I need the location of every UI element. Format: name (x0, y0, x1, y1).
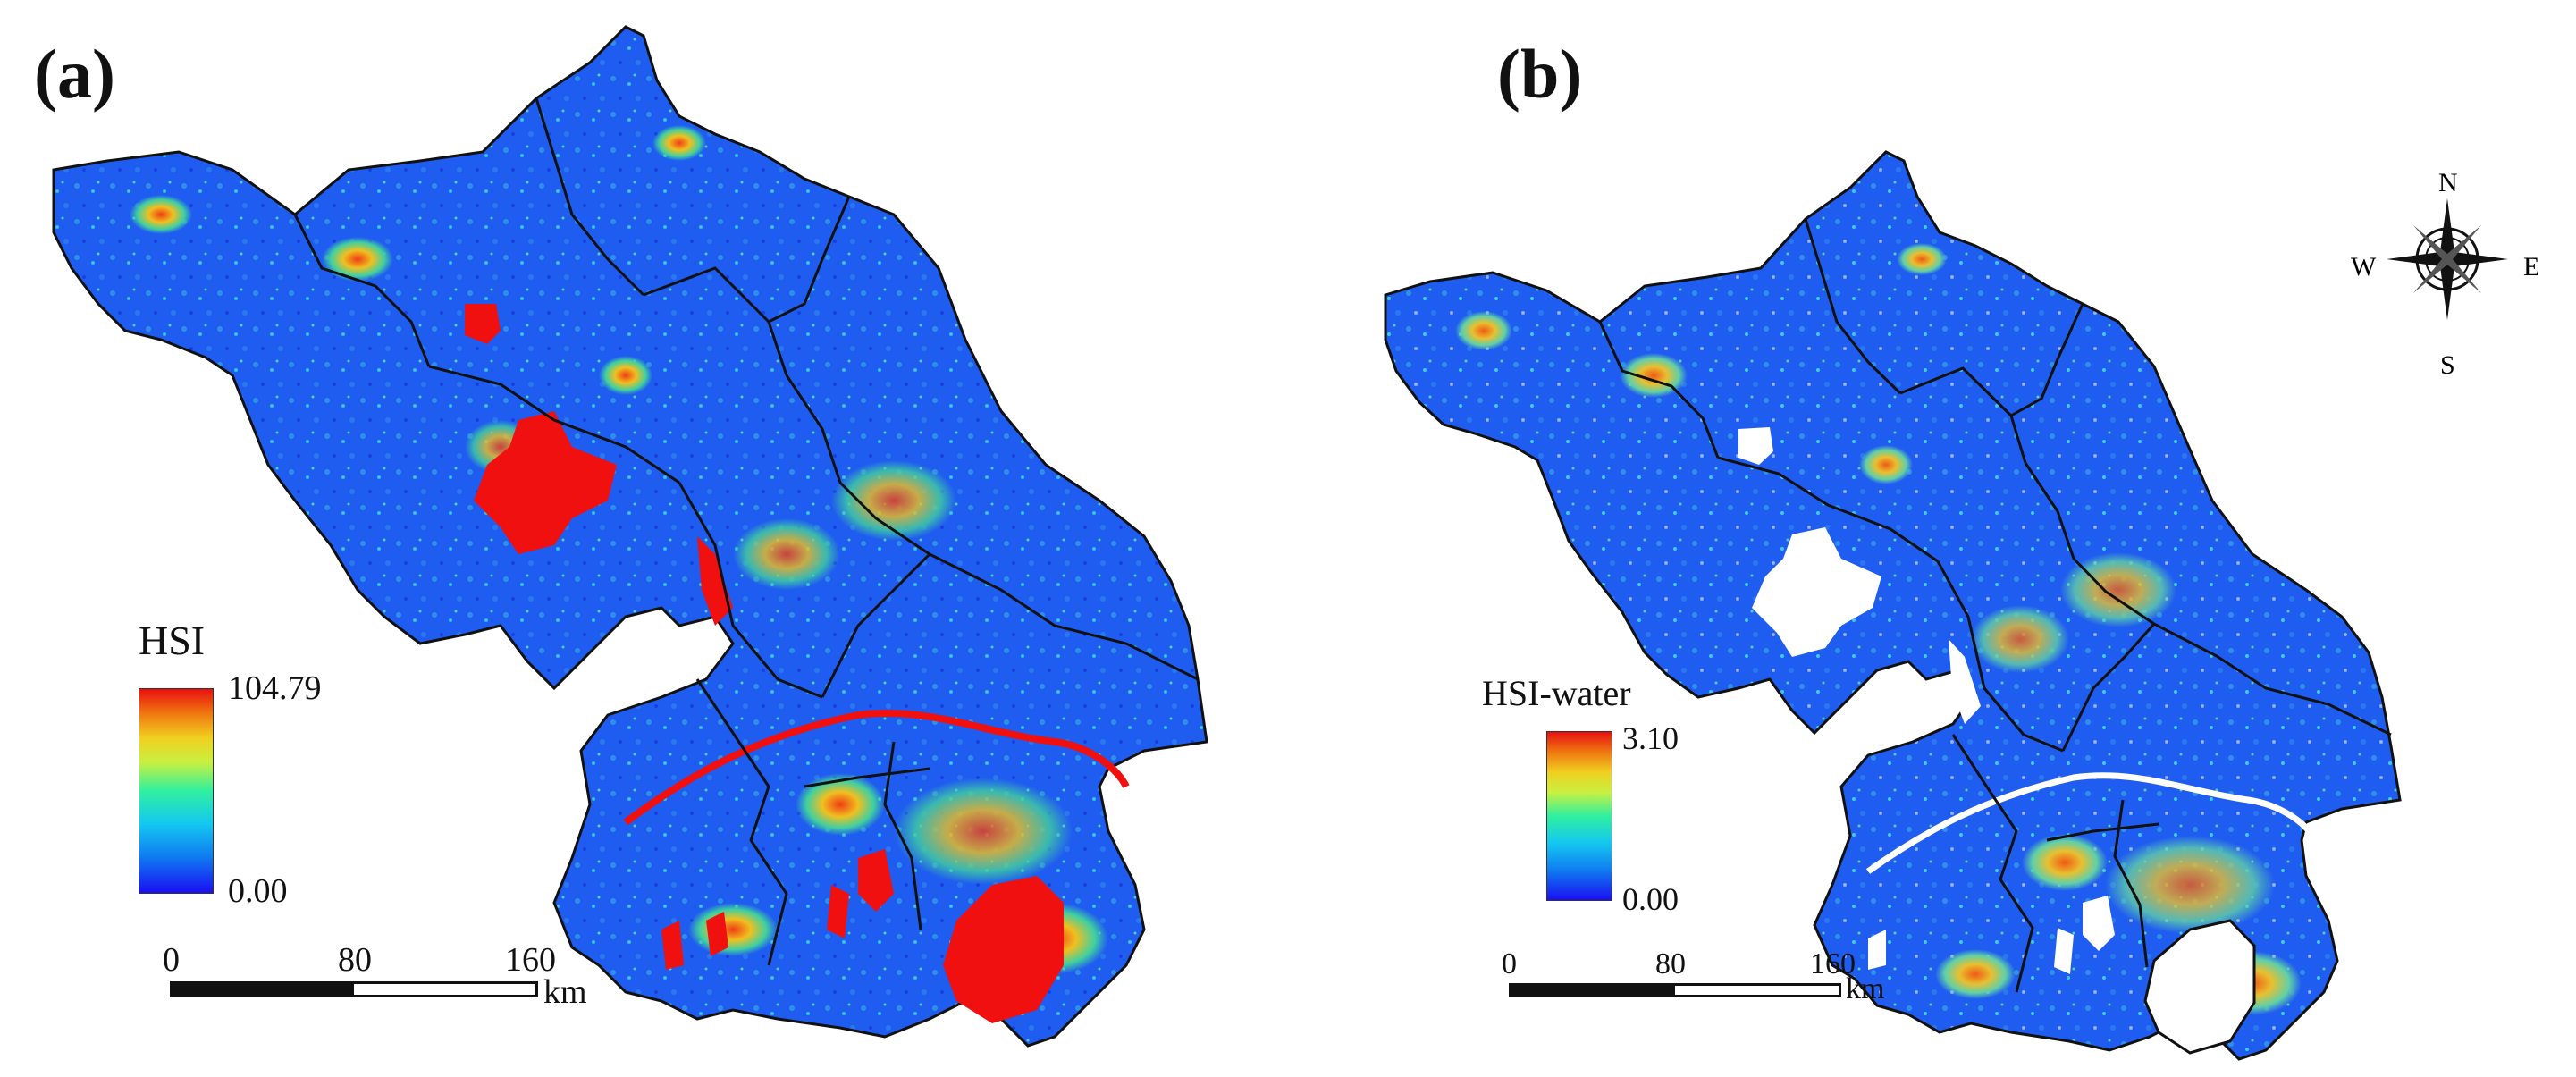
yangtze-river-b (1865, 772, 2319, 874)
lake-hongze-a (465, 304, 501, 344)
panel-b-label: (b) (1497, 35, 1583, 113)
panel-b-scale-tick-160: 160 (1810, 947, 1856, 980)
compass-e: E (2523, 252, 2540, 282)
panel-a-scale-unit: km (543, 973, 587, 1011)
panel-a-scale-tick-80: 80 (338, 941, 372, 979)
panel-b-scale-tick-0: 0 (1502, 947, 1517, 980)
compass-s: S (2440, 350, 2455, 380)
panel-a-label: (a) (34, 35, 115, 113)
yangtze-river-a (623, 710, 1130, 826)
compass-w: W (2351, 252, 2377, 282)
compass-rose-icon (2387, 198, 2508, 320)
panel-b-legend-title: HSI-water (1482, 673, 1631, 713)
province-outline-a (52, 25, 1208, 1048)
panel-b-scale-unit: km (1846, 972, 1885, 1005)
panel-a-map (52, 25, 1208, 1048)
panel-b-legend-max: 3.10 (1622, 720, 1679, 756)
lake-hongze-main-a (474, 411, 617, 554)
panel-b-scalebar (1509, 983, 1841, 997)
panel-a-scalebar (170, 981, 538, 997)
taihu-lake-b (2143, 919, 2256, 1055)
panel-a-legend-max: 104.79 (228, 669, 322, 707)
panel-b-scale-tick-80: 80 (1655, 947, 1686, 980)
panel-b-map (1384, 150, 2402, 1061)
taihu-lake-a (943, 876, 1064, 1023)
panel-b-legend-min: 0.00 (1622, 881, 1679, 917)
province-outline-b (1384, 150, 2402, 1061)
panel-a-legend-title: HSI (139, 618, 206, 663)
panel-a-scale-tick-160: 160 (505, 941, 556, 979)
panel-a-scale-tick-0: 0 (163, 941, 180, 979)
compass-n: N (2438, 168, 2458, 198)
panel-a-legend-min: 0.00 (228, 872, 288, 910)
panel-a-colorbar (139, 688, 214, 894)
panel-b-colorbar (1546, 731, 1612, 901)
